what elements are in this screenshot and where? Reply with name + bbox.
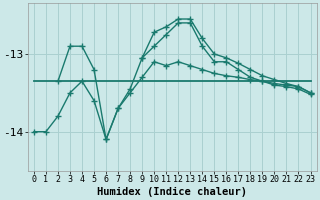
X-axis label: Humidex (Indice chaleur): Humidex (Indice chaleur) (97, 186, 247, 197)
